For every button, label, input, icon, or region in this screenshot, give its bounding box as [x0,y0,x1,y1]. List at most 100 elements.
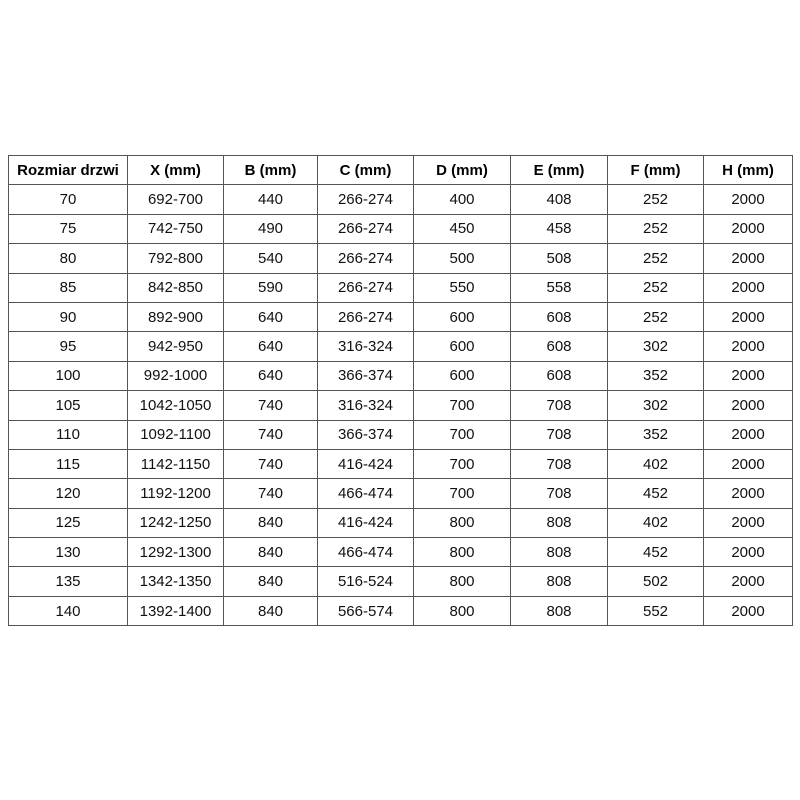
table-row: 70 692-700 440 266-274 400 408 252 2000 [8,184,793,215]
table-cell: 800 [413,566,511,597]
table-cell: 502 [607,566,704,597]
table-cell: 466-474 [317,478,414,509]
table-cell: 1092-1100 [127,419,224,450]
column-header-3: C (mm) [317,154,414,186]
table-cell: 740 [223,419,318,450]
table-cell: 266-274 [317,272,414,303]
table-cell: 416-424 [317,448,414,480]
table-cell: 252 [607,213,704,245]
table-cell: 740 [223,478,318,509]
table-row: 95 942-950 640 316-324 600 608 302 2000 [8,331,793,362]
table-cell: 366-374 [317,360,414,392]
table-cell: 1042-1050 [127,390,224,421]
table-cell: 792-800 [127,243,224,274]
table-cell: 508 [510,243,608,274]
table-cell: 808 [510,537,608,568]
table-cell: 700 [413,390,511,421]
table-cell: 808 [510,566,608,597]
table-cell: 600 [413,331,511,362]
table-cell: 402 [607,448,704,480]
table-cell: 120 [8,478,128,509]
table-row: 105 1042-1050 740 316-324 700 708 302 2000 [8,390,793,421]
table-cell: 85 [8,272,128,303]
table-cell: 70 [8,184,128,215]
table-cell: 266-274 [317,213,414,245]
table-row: 115 1142-1150 740 416-424 700 708 402 2000 [8,448,793,480]
table-cell: 266-274 [317,301,414,333]
table-cell: 135 [8,566,128,597]
table-row: 90 892-900 640 266-274 600 608 252 2000 [8,301,793,333]
table-cell: 352 [607,360,704,392]
table-cell: 440 [223,184,318,215]
table-cell: 400 [413,184,511,215]
table-cell: 2000 [703,390,793,421]
table-cell: 800 [413,537,511,568]
table-cell: 80 [8,243,128,274]
table-cell: 708 [510,419,608,450]
table-row: 120 1192-1200 740 466-474 700 708 452 2000 [8,478,793,509]
table-cell: 252 [607,184,704,215]
table-cell: 558 [510,272,608,303]
table-cell: 700 [413,419,511,450]
table-cell: 500 [413,243,511,274]
table-cell: 1142-1150 [127,448,224,480]
table-cell: 740 [223,448,318,480]
table-row: 100 992-1000 640 366-374 600 608 352 2000 [8,360,793,392]
table-cell: 692-700 [127,184,224,215]
table-row: 75 742-750 490 266-274 450 458 252 2000 [8,213,793,245]
table-cell: 992-1000 [127,360,224,392]
table-cell: 708 [510,390,608,421]
table-cell: 95 [8,331,128,362]
table-row: 125 1242-1250 840 416-424 800 808 402 2000 [8,507,793,539]
door-size-spec-table: Rozmiar drzwi X (mm) B (mm) C (mm) D (mm) E (… [8,154,793,627]
table-cell: 1242-1250 [127,507,224,539]
table-cell: 840 [223,595,318,627]
table-cell: 466-474 [317,537,414,568]
table-cell: 2000 [703,272,793,303]
table-cell: 2000 [703,595,793,627]
table-cell: 452 [607,537,704,568]
table-cell: 252 [607,301,704,333]
table-cell: 2000 [703,419,793,450]
table-cell: 1292-1300 [127,537,224,568]
table-cell: 1342-1350 [127,566,224,597]
table-cell: 700 [413,478,511,509]
table-cell: 105 [8,390,128,421]
table-cell: 540 [223,243,318,274]
table-cell: 600 [413,301,511,333]
table-cell: 2000 [703,507,793,539]
table-cell: 266-274 [317,243,414,274]
table-cell: 552 [607,595,704,627]
table-header: Rozmiar drzwi X (mm) B (mm) C (mm) D (mm) E (… [8,154,793,186]
table-row: 110 1092-1100 740 366-374 700 708 352 2000 [8,419,793,450]
table-cell: 892-900 [127,301,224,333]
table-cell: 302 [607,331,704,362]
table-cell: 708 [510,478,608,509]
table-row: 130 1292-1300 840 466-474 800 808 452 2000 [8,537,793,568]
table-cell: 2000 [703,478,793,509]
door-size-table-container: Rozmiar drzwi X (mm) B (mm) C (mm) D (mm) E (… [8,154,793,627]
table-cell: 600 [413,360,511,392]
table-cell: 316-324 [317,331,414,362]
table-cell: 100 [8,360,128,392]
table-row: 85 842-850 590 266-274 550 558 252 2000 [8,272,793,303]
table-cell: 808 [510,595,608,627]
table-cell: 450 [413,213,511,245]
table-cell: 110 [8,419,128,450]
column-header-6: F (mm) [607,154,704,186]
table-cell: 708 [510,448,608,480]
table-row: 80 792-800 540 266-274 500 508 252 2000 [8,243,793,274]
table-cell: 840 [223,507,318,539]
table-cell: 590 [223,272,318,303]
table-cell: 700 [413,448,511,480]
table-row: 140 1392-1400 840 566-574 800 808 552 2000 [8,595,793,627]
table-cell: 640 [223,331,318,362]
table-cell: 2000 [703,537,793,568]
column-header-5: E (mm) [510,154,608,186]
table-cell: 640 [223,301,318,333]
table-cell: 2000 [703,184,793,215]
table-cell: 2000 [703,243,793,274]
table-row: 135 1342-1350 840 516-524 800 808 502 2000 [8,566,793,597]
table-cell: 942-950 [127,331,224,362]
